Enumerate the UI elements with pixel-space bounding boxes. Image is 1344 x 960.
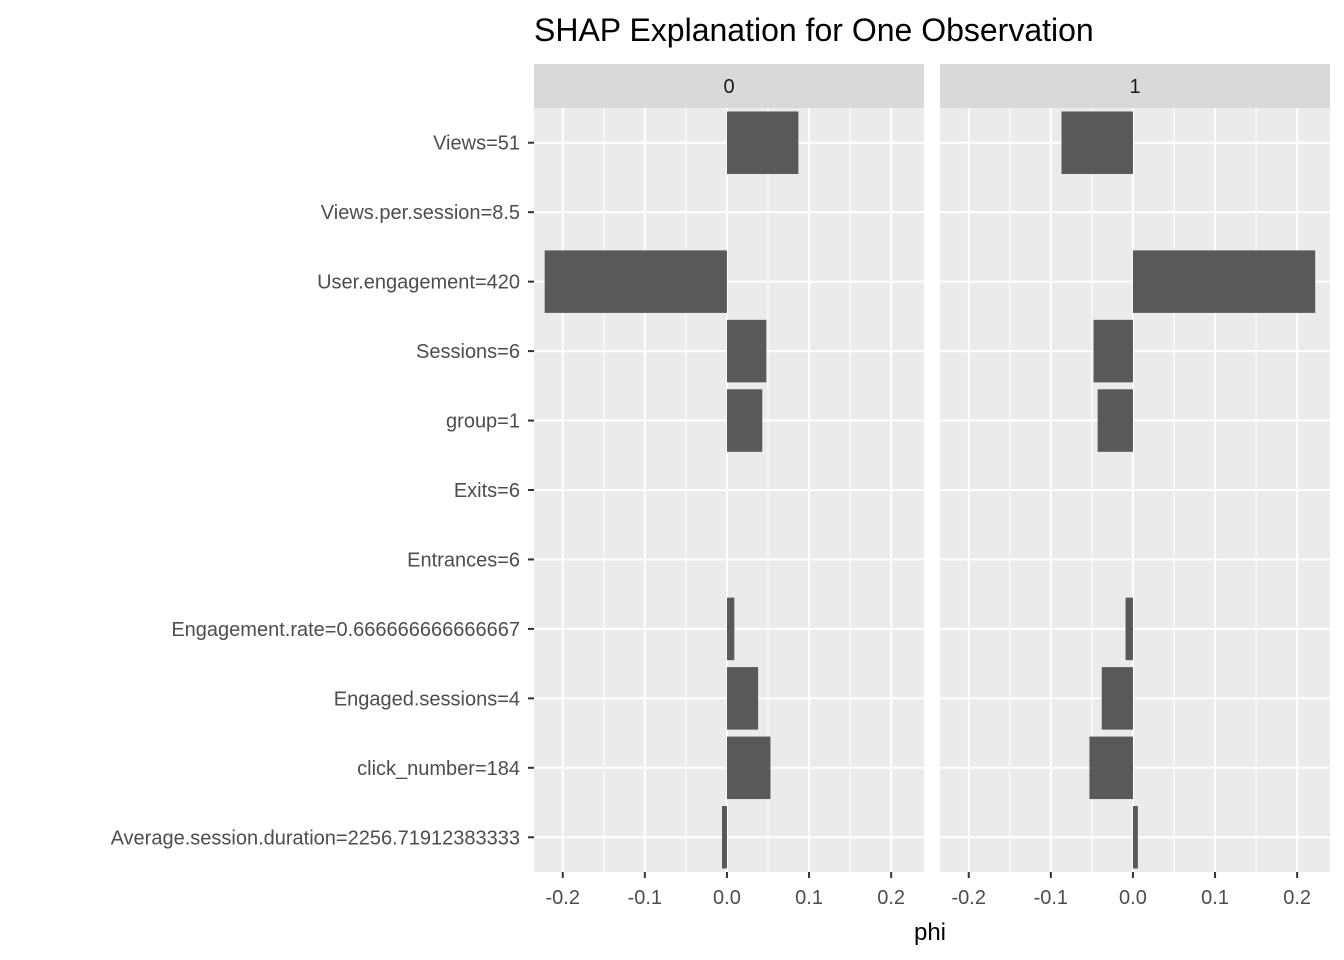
y-tick-label: group=1: [446, 411, 520, 433]
x-axis-title: phi: [914, 919, 946, 946]
bar-1-3: [1093, 319, 1133, 383]
bar-1-10: [1132, 806, 1138, 869]
bar-0-3: [726, 319, 767, 383]
x-tick-label: 0.2: [877, 887, 905, 909]
facet-strip: [534, 64, 924, 108]
bar-1-7: [1125, 597, 1133, 661]
bar-0-8: [726, 667, 759, 730]
bar-0-9: [726, 736, 771, 800]
facet-panels: 0 -0.2 -0.1 0.0 0.1 0.2 1 -0.2 -0.1 0.0 0.1 0.2: [534, 64, 1330, 909]
bar-1-4: [1097, 389, 1133, 452]
bar-1-0: [1061, 111, 1133, 174]
bar-1-8: [1101, 667, 1133, 730]
y-tick-label: Engagement.rate=0.666666666666667: [171, 619, 520, 641]
y-tick-label: Exits=6: [454, 480, 520, 502]
x-tick-label: -0.2: [546, 887, 580, 909]
x-tick-label: -0.2: [952, 887, 986, 909]
y-tick-label: Sessions=6: [416, 341, 520, 363]
bar-1-9: [1089, 736, 1133, 800]
y-axis: Views=51 Views.per.session=8.5 User.engage…: [111, 133, 534, 849]
x-tick-label: -0.1: [628, 887, 662, 909]
y-tick-label: Engaged.sessions=4: [334, 688, 520, 710]
chart-title: SHAP Explanation for One Observation: [534, 12, 1094, 48]
bar-0-10: [722, 806, 727, 869]
facet-panel-0: 0 -0.2 -0.1 0.0 0.1 0.2: [534, 64, 924, 909]
bar-1-2: [1132, 250, 1316, 313]
bar-0-4: [726, 389, 763, 452]
bar-0-0: [726, 111, 799, 174]
x-tick-label: 0.2: [1283, 887, 1311, 909]
bar-0-2: [544, 250, 727, 313]
y-tick-label: User.engagement=420: [317, 272, 520, 294]
y-tick-label: Average.session.duration=2256.7191238333…: [111, 827, 520, 849]
facet-strip-label: 1: [1129, 76, 1140, 98]
y-tick-label: click_number=184: [357, 758, 520, 780]
facet-strip-label: 0: [723, 76, 734, 98]
x-tick-label: 0.1: [795, 887, 823, 909]
x-tick-label: 0.0: [1119, 887, 1147, 909]
y-tick-label: Entrances=6: [407, 549, 520, 571]
y-tick-label: Views.per.session=8.5: [321, 202, 520, 224]
facet-strip: [940, 64, 1330, 108]
bar-0-7: [726, 597, 735, 661]
facet-panel-1: 1 -0.2 -0.1 0.0 0.1 0.2: [940, 64, 1330, 909]
x-tick-label: 0.1: [1201, 887, 1229, 909]
x-tick-label: 0.0: [713, 887, 741, 909]
x-tick-label: -0.1: [1034, 887, 1068, 909]
y-tick-label: Views=51: [433, 133, 520, 155]
